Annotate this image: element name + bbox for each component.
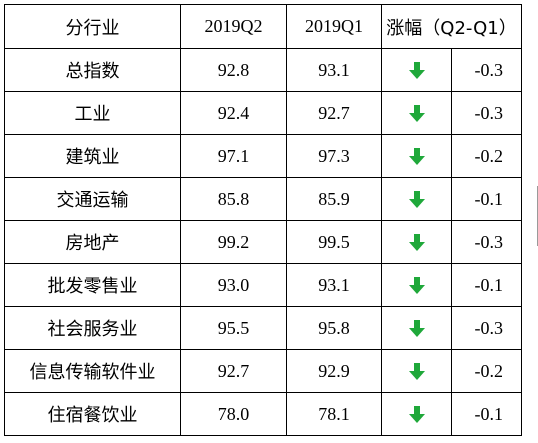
arrow-down-icon <box>408 362 425 381</box>
header-change: 涨幅（Q2-Q1） <box>381 4 522 49</box>
industry-index-table: 分行业 2019Q2 2019Q1 涨幅（Q2-Q1） 总指数 92.8 93.1-… <box>4 4 522 436</box>
table-row: 信息传输软件业 92.7 92.9 -0.2 <box>4 349 522 393</box>
header-2019q1: 2019Q1 <box>286 4 382 49</box>
change-value-cell: -0.3 <box>451 48 522 92</box>
q1-value-cell: 95.8 <box>286 306 382 350</box>
arrow-down-icon <box>408 61 425 80</box>
arrow-down-icon <box>408 233 425 252</box>
q2-value-cell: 95.5 <box>180 306 287 350</box>
arrow-down-icon <box>408 147 425 166</box>
table-row: 社会服务业 95.5 95.8 -0.3 <box>4 306 522 350</box>
change-value-cell: -0.1 <box>451 177 522 221</box>
q1-value-cell: 99.5 <box>286 220 382 264</box>
industry-cell: 工业 <box>4 91 181 135</box>
trend-icon-cell <box>381 392 452 436</box>
industry-cell: 批发零售业 <box>4 263 181 307</box>
q2-value-cell: 85.8 <box>180 177 287 221</box>
table-row: 住宿餐饮业 78.0 78.1 -0.1 <box>4 392 522 436</box>
q1-value-cell: 78.1 <box>286 392 382 436</box>
q1-value-cell: 97.3 <box>286 134 382 178</box>
industry-cell: 信息传输软件业 <box>4 349 181 393</box>
q1-value-cell: 92.9 <box>286 349 382 393</box>
change-value-cell: -0.2 <box>451 349 522 393</box>
table-row: 建筑业 97.1 97.3 -0.2 <box>4 134 522 178</box>
arrow-down-icon <box>408 190 425 209</box>
trend-icon-cell <box>381 134 452 178</box>
q1-value-cell: 85.9 <box>286 177 382 221</box>
trend-icon-cell <box>381 177 452 221</box>
q2-value-cell: 99.2 <box>180 220 287 264</box>
table-body: 总指数 92.8 93.1 -0.3 工业 92.4 92.7 -0.3 建筑业 97.1 97.3… <box>4 48 522 436</box>
header-row: 分行业 2019Q2 2019Q1 涨幅（Q2-Q1） <box>4 4 522 49</box>
q1-value-cell: 92.7 <box>286 91 382 135</box>
change-value-cell: -0.3 <box>451 306 522 350</box>
trend-icon-cell <box>381 349 452 393</box>
q2-value-cell: 93.0 <box>180 263 287 307</box>
header-2019q2: 2019Q2 <box>180 4 287 49</box>
industry-cell: 住宿餐饮业 <box>4 392 181 436</box>
q1-value-cell: 93.1 <box>286 263 382 307</box>
change-value-cell: -0.3 <box>451 220 522 264</box>
industry-cell: 交通运输 <box>4 177 181 221</box>
table-row: 批发零售业 93.0 93.1 -0.1 <box>4 263 522 307</box>
trend-icon-cell <box>381 48 452 92</box>
change-value-cell: -0.2 <box>451 134 522 178</box>
q2-value-cell: 78.0 <box>180 392 287 436</box>
industry-cell: 社会服务业 <box>4 306 181 350</box>
change-value-cell: -0.3 <box>451 91 522 135</box>
q2-value-cell: 97.1 <box>180 134 287 178</box>
trend-icon-cell <box>381 220 452 264</box>
table-row: 交通运输 85.8 85.9 -0.1 <box>4 177 522 221</box>
table-row: 房地产 99.2 99.5 -0.3 <box>4 220 522 264</box>
change-value-cell: -0.1 <box>451 392 522 436</box>
change-value-cell: -0.1 <box>451 263 522 307</box>
table-row: 总指数 92.8 93.1 -0.3 <box>4 48 522 92</box>
table-row: 工业 92.4 92.7 -0.3 <box>4 91 522 135</box>
industry-cell: 建筑业 <box>4 134 181 178</box>
arrow-down-icon <box>408 104 425 123</box>
arrow-down-icon <box>408 276 425 295</box>
q1-value-cell: 93.1 <box>286 48 382 92</box>
header-industry: 分行业 <box>4 4 181 49</box>
industry-cell: 房地产 <box>4 220 181 264</box>
trend-icon-cell <box>381 91 452 135</box>
q2-value-cell: 92.8 <box>180 48 287 92</box>
arrow-down-icon <box>408 405 425 424</box>
trend-icon-cell <box>381 306 452 350</box>
trend-icon-cell <box>381 263 452 307</box>
arrow-down-icon <box>408 319 425 338</box>
q2-value-cell: 92.7 <box>180 349 287 393</box>
industry-cell: 总指数 <box>4 48 181 92</box>
q2-value-cell: 92.4 <box>180 91 287 135</box>
